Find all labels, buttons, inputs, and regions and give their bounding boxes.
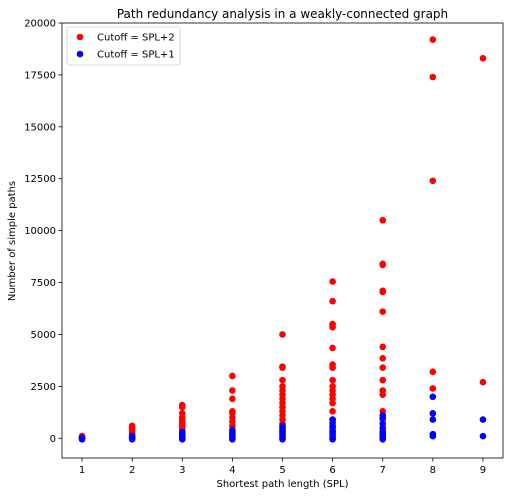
data-point [429, 73, 437, 81]
data-point [279, 383, 286, 390]
y-tick-label: 15000 [24, 122, 56, 133]
data-point [178, 401, 186, 409]
data-point [379, 287, 387, 295]
x-tick-label: 4 [229, 465, 235, 476]
data-point [429, 393, 437, 401]
data-point [279, 363, 286, 370]
data-point [379, 364, 387, 371]
x-tick-label: 5 [279, 465, 285, 476]
data-point [429, 385, 437, 392]
y-tick-label: 10000 [24, 226, 56, 237]
x-axis: 1 2 3 4 5 6 7 8 9 [79, 458, 486, 476]
data-point [329, 361, 336, 368]
data-point [229, 372, 236, 380]
x-tick-label: 9 [480, 465, 486, 476]
x-axis-label: Shortest path length (SPL) [216, 479, 348, 490]
legend-marker [76, 33, 84, 41]
data-point [379, 355, 387, 362]
data-point [379, 376, 387, 384]
x-tick-label: 6 [329, 465, 335, 476]
data-point [329, 344, 336, 352]
data-point [429, 177, 437, 185]
data-point [429, 36, 437, 43]
data-point [329, 407, 336, 415]
y-tick-label: 17500 [24, 70, 56, 81]
y-tick-label: 20000 [24, 19, 56, 30]
data-point [379, 343, 387, 351]
data-point [279, 422, 286, 430]
data-point [479, 432, 487, 440]
data-point [479, 55, 487, 62]
data-point [429, 368, 437, 376]
plot-area [61, 22, 504, 459]
data-point [229, 395, 236, 403]
legend-box [66, 26, 181, 66]
x-tick-label: 7 [380, 465, 386, 476]
data-point [329, 278, 336, 285]
y-tick-label: 12500 [24, 174, 56, 185]
data-point [379, 420, 387, 428]
y-axis: 0 2500 5000 7500 10000 12500 15000 17500 20000 [24, 19, 62, 445]
data-point [78, 434, 86, 441]
data-point [279, 376, 286, 384]
data-point [178, 410, 186, 417]
data-point [379, 308, 387, 315]
y-axis-label: Number of simple paths [7, 181, 18, 301]
data-point [279, 331, 286, 338]
data-point [229, 407, 236, 415]
y-tick-label: 7500 [31, 278, 56, 289]
x-tick-label: 3 [179, 465, 185, 476]
data-point [479, 378, 487, 386]
data-point [379, 387, 387, 394]
y-tick-label: 2500 [31, 382, 56, 393]
y-tick-label: 5000 [31, 330, 56, 341]
data-point [479, 416, 487, 423]
data-point [229, 426, 236, 434]
x-tick-label: 1 [79, 465, 85, 476]
legend: Cutoff = SPL+2 Cutoff = SPL+1 [66, 26, 181, 66]
data-point [329, 376, 336, 384]
data-point [379, 216, 387, 224]
data-point [329, 297, 336, 305]
data-point [429, 430, 437, 438]
data-point [429, 416, 437, 423]
data-point [178, 428, 186, 436]
data-point [229, 387, 236, 394]
legend-marker [76, 50, 84, 58]
data-point [329, 383, 336, 390]
data-point [379, 260, 387, 268]
data-point [429, 410, 437, 417]
legend-label: Cutoff = SPL+2 [97, 33, 175, 44]
chart-title: Path redundancy analysis in a weakly-con… [117, 7, 448, 21]
y-tick-label: 0 [50, 434, 56, 445]
legend-label: Cutoff = SPL+1 [97, 50, 175, 61]
x-tick-label: 2 [129, 465, 135, 476]
x-tick-label: 8 [430, 465, 436, 476]
data-point [329, 320, 336, 328]
data-point [128, 422, 136, 430]
data-point [128, 432, 136, 440]
data-point [379, 412, 387, 419]
data-point [329, 416, 336, 423]
series-2 [78, 393, 487, 443]
